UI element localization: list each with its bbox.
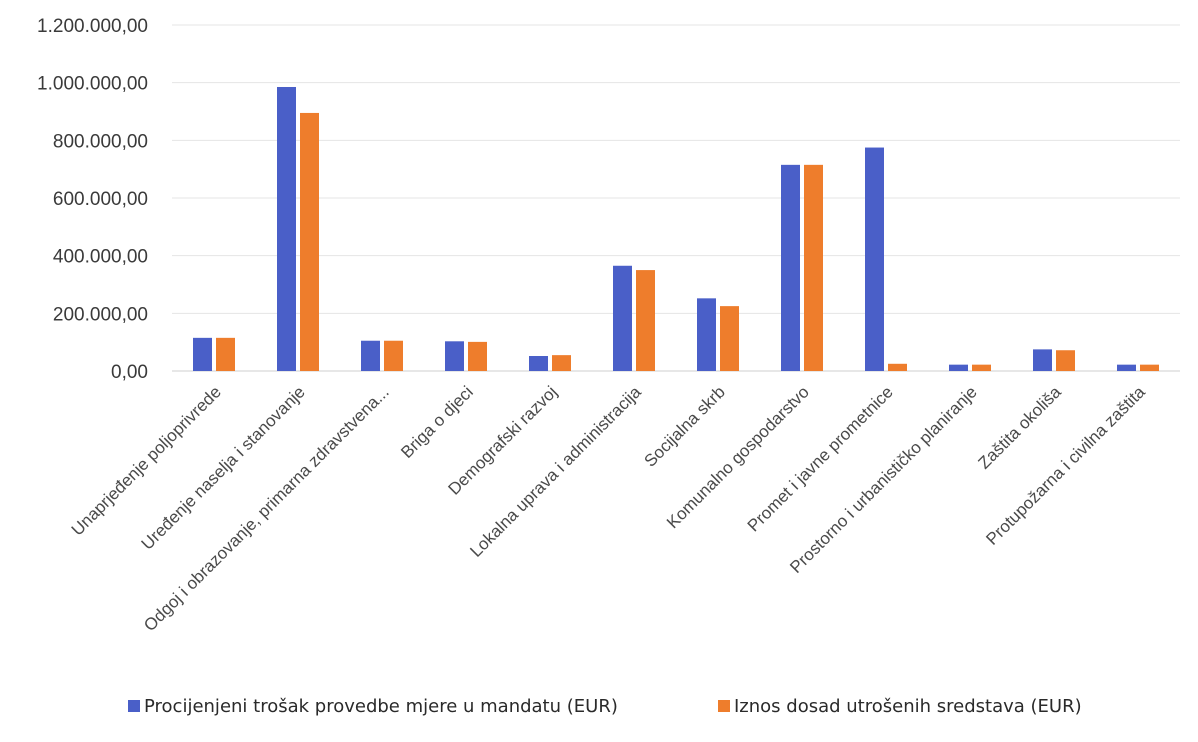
bar-estimated xyxy=(781,164,800,371)
legend-label: Iznos dosad utrošenih sredstava (EUR) xyxy=(734,696,1082,717)
y-tick-label: 1.200.000,00 xyxy=(37,16,148,37)
bar-spent xyxy=(552,355,571,371)
bar-estimated xyxy=(1033,349,1052,371)
bar-estimated xyxy=(865,147,884,371)
bar-estimated xyxy=(1117,364,1136,371)
y-tick-label: 200.000,00 xyxy=(53,304,148,325)
legend-label: Procijenjeni trošak provedbe mjere u man… xyxy=(144,696,618,717)
bar-estimated xyxy=(361,340,380,371)
bar-estimated xyxy=(697,298,716,371)
y-tick-label: 400.000,00 xyxy=(53,247,148,268)
y-axis-tick-labels: 0,00 200.000,00 400.000,00 600.000,00 800.00… xyxy=(37,16,148,383)
legend: Procijenjeni trošak provedbe mjere u man… xyxy=(128,696,1082,717)
bar-spent xyxy=(216,337,235,371)
y-tick-label: 600.000,00 xyxy=(53,189,148,210)
legend-swatch xyxy=(128,700,140,712)
bar-spent xyxy=(888,363,907,371)
y-tick-label: 0,00 xyxy=(111,362,148,383)
bars xyxy=(193,86,1159,372)
bar-spent xyxy=(300,112,319,372)
bar-spent xyxy=(384,340,403,371)
bar-spent xyxy=(1056,350,1075,371)
y-tick-label: 1.000.000,00 xyxy=(37,74,148,95)
bar-spent xyxy=(468,341,487,371)
bar-spent xyxy=(636,270,655,371)
bar-estimated xyxy=(529,356,548,371)
bar-estimated xyxy=(445,341,464,371)
bar-spent xyxy=(804,164,823,371)
bar-estimated xyxy=(193,337,212,371)
bar-estimated xyxy=(277,86,296,371)
legend-swatch xyxy=(718,700,730,712)
bar-spent xyxy=(1140,364,1159,371)
y-tick-label: 800.000,00 xyxy=(53,131,148,152)
bar-estimated xyxy=(949,364,968,371)
gridlines xyxy=(172,24,1180,372)
bar-estimated xyxy=(613,265,632,371)
bar-spent xyxy=(972,364,991,371)
bar-spent xyxy=(720,306,739,371)
